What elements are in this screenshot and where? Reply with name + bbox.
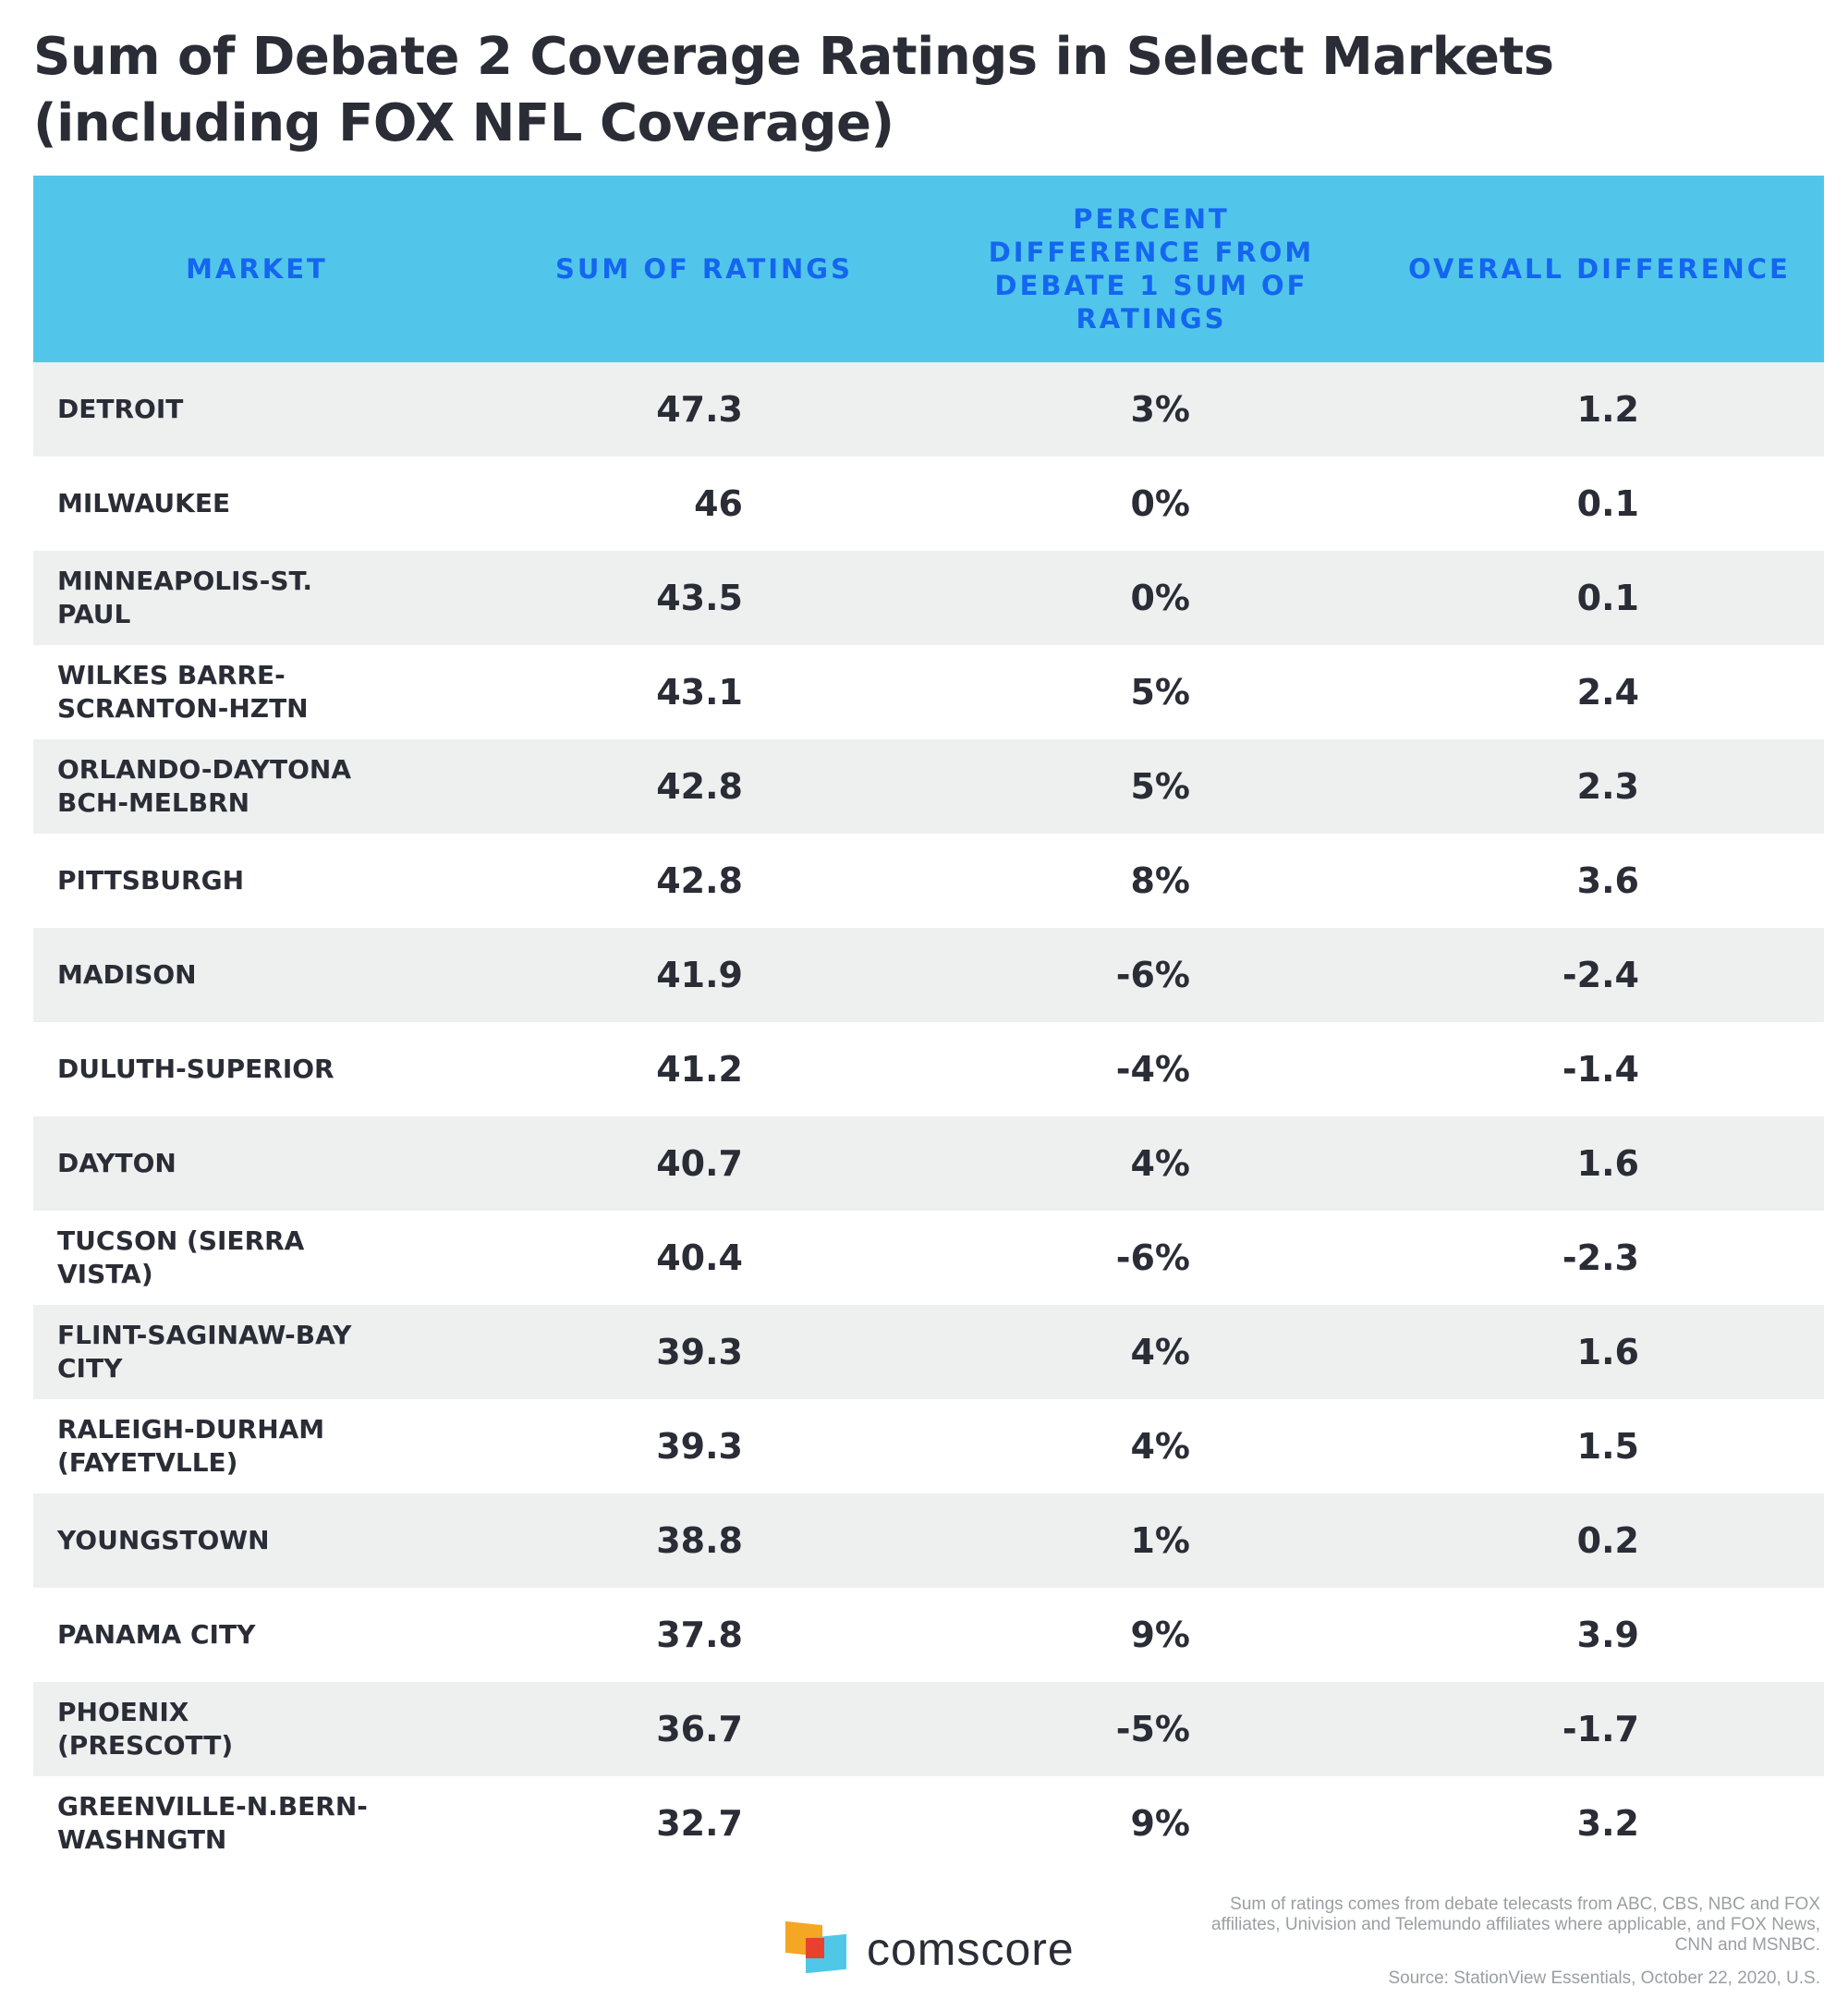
percent-difference-cell: 5% bbox=[1130, 672, 1190, 713]
market-cell: GREENVILLE-N.BERN-WASHNGTN bbox=[57, 1791, 368, 1855]
overall-difference-cell: 3.9 bbox=[1576, 1615, 1639, 1655]
overall-difference-cell: -1.7 bbox=[1562, 1709, 1639, 1749]
overall-difference-cell: 0.1 bbox=[1576, 483, 1639, 524]
percent-difference-cell: 0% bbox=[1130, 483, 1190, 524]
header-percent-difference: PERCENT DIFFERENCE FROM DEBATE 1 SUM OF … bbox=[988, 203, 1315, 335]
overall-difference-cell: 3.2 bbox=[1576, 1803, 1639, 1844]
overall-difference-cell: -2.4 bbox=[1562, 955, 1639, 995]
table-row: YOUNGSTOWN 38.8 1% 0.2 bbox=[33, 1493, 1824, 1588]
market-cell: DAYTON bbox=[57, 1148, 176, 1178]
table-row: MADISON 41.9 -6% -2.4 bbox=[33, 928, 1824, 1022]
table-row: RALEIGH-DURHAM (FAYETVLLE) 39.3 4% 1.5 bbox=[33, 1399, 1824, 1493]
percent-difference-cell: 4% bbox=[1130, 1426, 1190, 1467]
percent-difference-cell: 9% bbox=[1130, 1803, 1190, 1844]
market-cell: PHOENIX (PRESCOTT) bbox=[57, 1697, 234, 1761]
overall-difference-cell: 2.3 bbox=[1576, 766, 1639, 807]
table-body: DETROIT 47.3 3% 1.2 MILWAUKEE 46 0% 0.1 MINNEAPO… bbox=[33, 362, 1824, 1871]
sum-of-ratings-cell: 43.5 bbox=[656, 578, 743, 618]
page-title: Sum of Debate 2 Coverage Ratings in Sele… bbox=[33, 27, 1554, 153]
sum-of-ratings-cell: 40.4 bbox=[656, 1237, 743, 1278]
percent-difference-cell: 5% bbox=[1130, 766, 1190, 807]
comscore-logo: comscore bbox=[785, 1920, 1075, 1976]
table-row: TUCSON (SIERRA VISTA) 40.4 -6% -2.3 bbox=[33, 1211, 1824, 1305]
sum-of-ratings-cell: 43.1 bbox=[656, 672, 743, 713]
table-row: DULUTH-SUPERIOR 41.2 -4% -1.4 bbox=[33, 1022, 1824, 1116]
percent-difference-cell: 0% bbox=[1130, 578, 1190, 618]
overall-difference-cell: 0.2 bbox=[1576, 1520, 1639, 1561]
sum-of-ratings-cell: 42.8 bbox=[656, 766, 743, 807]
sum-of-ratings-cell: 39.3 bbox=[656, 1426, 743, 1467]
header-market: MARKET bbox=[186, 253, 328, 285]
table-row: ORLANDO-DAYTONA BCH-MELBRN 42.8 5% 2.3 bbox=[33, 739, 1824, 834]
sum-of-ratings-cell: 41.9 bbox=[656, 955, 743, 995]
table-row: DETROIT 47.3 3% 1.2 bbox=[33, 362, 1824, 457]
market-cell: WILKES BARRE-SCRANTON-HZTN bbox=[57, 660, 309, 724]
market-cell: FLINT-SAGINAW-BAY CITY bbox=[57, 1320, 352, 1383]
overall-difference-cell: -1.4 bbox=[1562, 1049, 1639, 1090]
market-cell: PANAMA CITY bbox=[57, 1619, 256, 1650]
sum-of-ratings-cell: 36.7 bbox=[656, 1709, 743, 1749]
market-cell: MILWAUKEE bbox=[57, 488, 231, 518]
sum-of-ratings-cell: 32.7 bbox=[656, 1803, 743, 1844]
overall-difference-cell: 2.4 bbox=[1576, 672, 1639, 713]
market-cell: MINNEAPOLIS-ST. PAUL bbox=[57, 566, 312, 629]
percent-difference-cell: -5% bbox=[1115, 1709, 1190, 1749]
overall-difference-cell: -2.3 bbox=[1562, 1237, 1639, 1278]
overall-difference-cell: 1.2 bbox=[1576, 389, 1639, 430]
percent-difference-cell: 4% bbox=[1130, 1332, 1190, 1372]
table-row: DAYTON 40.7 4% 1.6 bbox=[33, 1116, 1824, 1211]
overall-difference-cell: 1.6 bbox=[1576, 1143, 1639, 1184]
overall-difference-cell: 0.1 bbox=[1576, 578, 1639, 618]
sum-of-ratings-cell: 38.8 bbox=[656, 1520, 743, 1561]
comscore-logo-icon bbox=[785, 1920, 846, 1975]
table-row: WILKES BARRE-SCRANTON-HZTN 43.1 5% 2.4 bbox=[33, 645, 1824, 739]
overall-difference-cell: 1.6 bbox=[1576, 1332, 1639, 1372]
percent-difference-cell: 9% bbox=[1130, 1615, 1190, 1655]
market-cell: DETROIT bbox=[57, 394, 184, 424]
sum-of-ratings-cell: 41.2 bbox=[656, 1049, 743, 1090]
percent-difference-cell: 4% bbox=[1130, 1143, 1190, 1184]
percent-difference-cell: -6% bbox=[1115, 1237, 1190, 1278]
overall-difference-cell: 3.6 bbox=[1576, 860, 1639, 901]
table-header: MARKET SUM OF RATINGS PERCENT DIFFERENCE… bbox=[33, 176, 1824, 362]
logo-text: comscore bbox=[867, 1923, 1075, 1975]
sum-of-ratings-cell: 47.3 bbox=[656, 389, 743, 430]
market-cell: RALEIGH-DURHAM (FAYETVLLE) bbox=[57, 1414, 325, 1478]
ratings-table: MARKET SUM OF RATINGS PERCENT DIFFERENCE… bbox=[33, 176, 1824, 1871]
market-cell: MADISON bbox=[57, 959, 197, 990]
sum-of-ratings-cell: 39.3 bbox=[656, 1332, 743, 1372]
percent-difference-cell: -4% bbox=[1115, 1049, 1190, 1090]
overall-difference-cell: 1.5 bbox=[1576, 1426, 1639, 1467]
percent-difference-cell: 3% bbox=[1130, 389, 1190, 430]
percent-difference-cell: 8% bbox=[1130, 860, 1190, 901]
percent-difference-cell: 1% bbox=[1130, 1520, 1190, 1561]
table-row: PITTSBURGH 42.8 8% 3.6 bbox=[33, 834, 1824, 928]
table-row: PANAMA CITY 37.8 9% 3.9 bbox=[33, 1588, 1824, 1682]
table-row: PHOENIX (PRESCOTT) 36.7 -5% -1.7 bbox=[33, 1682, 1824, 1776]
percent-difference-cell: -6% bbox=[1115, 955, 1190, 995]
source-note: Source: StationView Essentials, October … bbox=[1388, 1969, 1820, 1988]
header-overall-difference: OVERALL DIFFERENCE bbox=[1408, 253, 1791, 285]
footnote: Sum of ratings comes from debate telecas… bbox=[1210, 1895, 1820, 1955]
table-row: MINNEAPOLIS-ST. PAUL 43.5 0% 0.1 bbox=[33, 551, 1824, 645]
table-row: FLINT-SAGINAW-BAY CITY 39.3 4% 1.6 bbox=[33, 1305, 1824, 1399]
header-sum-of-ratings: SUM OF RATINGS bbox=[554, 253, 853, 285]
sum-of-ratings-cell: 46 bbox=[694, 483, 743, 524]
table-row: MILWAUKEE 46 0% 0.1 bbox=[33, 457, 1824, 551]
market-cell: PITTSBURGH bbox=[57, 865, 245, 896]
market-cell: TUCSON (SIERRA VISTA) bbox=[57, 1225, 305, 1289]
market-cell: YOUNGSTOWN bbox=[57, 1525, 270, 1555]
sum-of-ratings-cell: 37.8 bbox=[656, 1615, 743, 1655]
market-cell: DULUTH-SUPERIOR bbox=[57, 1054, 334, 1084]
sum-of-ratings-cell: 42.8 bbox=[656, 860, 743, 901]
market-cell: ORLANDO-DAYTONA BCH-MELBRN bbox=[57, 754, 352, 818]
table-row: GREENVILLE-N.BERN-WASHNGTN 32.7 9% 3.2 bbox=[33, 1776, 1824, 1871]
sum-of-ratings-cell: 40.7 bbox=[656, 1143, 743, 1184]
